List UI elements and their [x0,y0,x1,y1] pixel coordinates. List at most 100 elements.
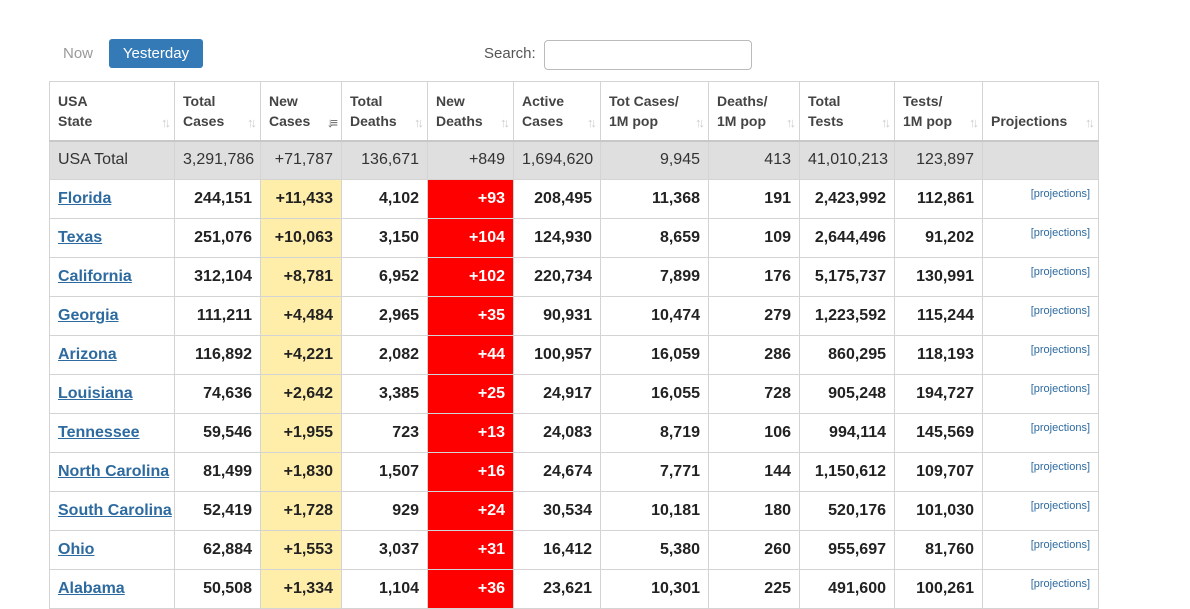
new-cases-cell: +8,781 [260,257,342,297]
new-deaths-cell: +35 [427,296,514,336]
column-header-total-tests[interactable]: Total Tests ↑↓ [799,81,895,142]
total-deaths-cell: 723 [341,413,428,453]
projections-link[interactable]: [projections] [1030,539,1090,551]
state-link[interactable]: Ohio [58,541,95,558]
active-cases-cell: 124,930 [513,218,601,258]
active-cases-cell: 208,495 [513,179,601,219]
sort-icon[interactable]: ↑↓ [786,114,796,130]
active-cases-cell: 24,917 [513,374,601,414]
active-cases-cell: 24,083 [513,413,601,453]
table-row: Louisiana 74,636 +2,642 3,385 +25 24,917 16,05… [49,374,1099,414]
total-deaths-cell: 929 [341,491,428,531]
new-cases-cell: +1,728 [260,491,342,531]
sort-icon[interactable]: ↑↓ [500,114,510,130]
projections-cell: [projections] [982,257,1099,297]
sort-icon[interactable]: ↑↓ [414,114,424,130]
new-deaths-cell: +25 [427,374,514,414]
total-tests-cell: 994,114 [799,413,895,453]
projections-link[interactable]: [projections] [1030,344,1090,356]
new-cases-cell: +1,955 [260,413,342,453]
total-cases-cell: 81,499 [174,452,261,492]
table-row: California 312,104 +8,781 6,952 +102 220,734 7… [49,257,1099,297]
table-row: Alabama 50,508 +1,334 1,104 +36 23,621 10,301 2… [49,569,1099,609]
state-link[interactable]: Georgia [58,307,119,324]
deaths-per-1m-cell: 180 [708,491,800,531]
tests-per-1m-cell: 109,707 [894,452,983,492]
state-link[interactable]: Tennessee [58,424,140,441]
sort-icon[interactable]: ↑↓ [1085,114,1095,130]
new-cases-cell: +4,484 [260,296,342,336]
sort-icon[interactable]: ↑↓ [161,114,171,130]
total-tests-cell: 520,176 [799,491,895,531]
new-deaths-cell: +93 [427,179,514,219]
projections-link[interactable]: [projections] [1030,227,1090,239]
column-header-line1: Total [183,92,216,109]
cases-per-1m-cell: 5,380 [600,530,709,570]
projections-link[interactable]: [projections] [1030,305,1090,317]
new-deaths-cell: +44 [427,335,514,375]
projections-link[interactable]: [projections] [1030,383,1090,395]
projections-link[interactable]: [projections] [1030,500,1090,512]
column-header-new-cases[interactable]: New Cases ↓≡ [260,81,342,142]
new-deaths-cell: +24 [427,491,514,531]
column-header-projections[interactable]: Projections ↑↓ [982,81,1099,142]
projections-cell: [projections] [982,530,1099,570]
new-deaths-cell: +36 [427,569,514,609]
active-cases-cell: 100,957 [513,335,601,375]
projections-cell: [projections] [982,218,1099,258]
sort-icon[interactable]: ↑↓ [695,114,705,130]
state-link[interactable]: Texas [58,229,103,246]
deaths-per-1m-cell: 144 [708,452,800,492]
column-header-active-cases[interactable]: Active Cases ↑↓ [513,81,601,142]
projections-cell: [projections] [982,335,1099,375]
new-deaths-cell: +102 [427,257,514,297]
column-header-total-cases[interactable]: Total Cases ↑↓ [174,81,261,142]
column-header-deaths-per-1m[interactable]: Deaths/1M pop ↑↓ [708,81,800,142]
total-cases-cell: 62,884 [174,530,261,570]
column-header-state[interactable]: USA State ↑↓ [49,81,175,142]
state-link[interactable]: Arizona [58,346,117,363]
state-cell: Texas [49,218,175,258]
projections-cell: [projections] [982,179,1099,219]
state-link[interactable]: South Carolina [58,502,172,519]
state-link[interactable]: North Carolina [58,463,170,480]
sort-icon[interactable]: ↑↓ [881,114,891,130]
column-header-total-deaths[interactable]: Total Deaths ↑↓ [341,81,428,142]
total-tests-cell: 2,423,992 [799,179,895,219]
total-row-deaths-per-1m: 413 [708,140,800,180]
projections-link[interactable]: [projections] [1030,422,1090,434]
new-cases-cell: +1,334 [260,569,342,609]
total-cases-cell: 52,419 [174,491,261,531]
new-cases-cell: +4,221 [260,335,342,375]
sort-icon[interactable]: ↑↓ [969,114,979,130]
total-deaths-cell: 3,385 [341,374,428,414]
column-header-cases-per-1m[interactable]: Tot Cases/1M pop ↑↓ [600,81,709,142]
projections-cell: [projections] [982,569,1099,609]
yesterday-tab[interactable]: Yesterday [109,39,203,68]
now-tab[interactable]: Now [62,45,93,62]
column-header-new-deaths[interactable]: New Deaths ↑↓ [427,81,514,142]
projections-link[interactable]: [projections] [1030,578,1090,590]
projections-link[interactable]: [projections] [1030,266,1090,278]
state-link[interactable]: California [58,268,132,285]
sort-icon[interactable]: ↑↓ [247,114,257,130]
new-deaths-cell: +16 [427,452,514,492]
table-row: Georgia 111,211 +4,484 2,965 +35 90,931 10,474… [49,296,1099,336]
projections-link[interactable]: [projections] [1030,188,1090,200]
state-link[interactable]: Alabama [58,580,125,597]
state-link[interactable]: Louisiana [58,385,133,402]
new-cases-cell: +10,063 [260,218,342,258]
column-header-line2: Tests [808,112,844,129]
deaths-per-1m-cell: 260 [708,530,800,570]
sort-icon[interactable]: ↑↓ [587,114,597,130]
total-row-new-deaths: +849 [427,140,514,180]
total-row-new-cases: +71,787 [260,140,342,180]
deaths-per-1m-cell: 728 [708,374,800,414]
search-input[interactable] [544,40,752,70]
sort-descending-icon[interactable]: ↓≡ [326,114,338,130]
total-cases-cell: 74,636 [174,374,261,414]
projections-link[interactable]: [projections] [1030,461,1090,473]
state-link[interactable]: Florida [58,190,112,207]
column-header-tests-per-1m[interactable]: Tests/1M pop ↑↓ [894,81,983,142]
usa-states-table-wrapper: USA State ↑↓ Total Cases ↑↓ New Cases ↓≡ Total Dea… [49,81,1099,609]
